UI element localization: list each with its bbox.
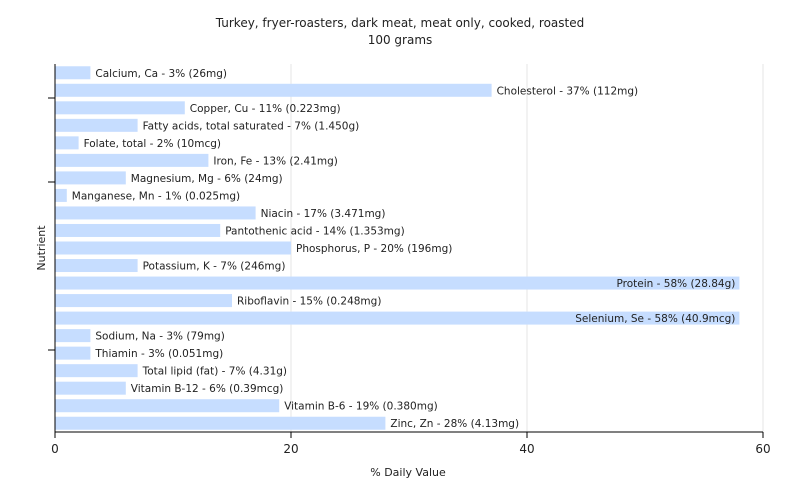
bar-label: Vitamin B-6 - 19% (0.380mg) (284, 401, 438, 413)
bar-label: Selenium, Se - 58% (40.9mcg) (575, 313, 735, 325)
bar (55, 241, 291, 255)
bar (55, 66, 91, 80)
bar (55, 206, 256, 220)
bar-label: Manganese, Mn - 1% (0.025mg) (72, 190, 240, 202)
bar-label: Niacin - 17% (3.471mg) (261, 208, 386, 220)
bar (55, 416, 386, 430)
bar-label: Copper, Cu - 11% (0.223mg) (190, 103, 341, 115)
axes (48, 64, 763, 433)
bar-label: Cholesterol - 37% (112mg) (497, 85, 639, 97)
bar-label: Protein - 58% (28.84g) (617, 278, 736, 290)
bar (55, 311, 740, 325)
bar (55, 101, 185, 115)
bar (55, 153, 209, 167)
bar-label: Zinc, Zn - 28% (4.13mg) (390, 418, 519, 430)
bar-label: Calcium, Ca - 3% (26mg) (95, 68, 227, 80)
bar-label: Riboflavin - 15% (0.248mg) (237, 296, 381, 308)
bar-label: Pantothenic acid - 14% (1.353mg) (225, 225, 404, 237)
bar-label: Fatty acids, total saturated - 7% (1.450… (143, 120, 360, 132)
bar-label: Total lipid (fat) - 7% (4.31g) (142, 366, 287, 378)
bar (55, 381, 126, 395)
bar-label: Potassium, K - 7% (246mg) (143, 261, 286, 273)
bars: Calcium, Ca - 3% (26mg) Cholesterol - 37%… (55, 66, 740, 430)
bar (55, 364, 138, 378)
bar (55, 188, 67, 202)
x-ticks: 0 20 40 60 (51, 432, 771, 456)
bar (55, 276, 740, 290)
bar (55, 346, 91, 360)
x-tick-label: 0 (51, 442, 59, 456)
bar-label: Sodium, Na - 3% (79mg) (95, 331, 224, 343)
x-tick-label: 20 (283, 442, 298, 456)
bar (55, 118, 138, 132)
bar (55, 223, 221, 237)
bar (55, 294, 232, 308)
bar-label: Phosphorus, P - 20% (196mg) (296, 243, 452, 255)
bar (55, 259, 138, 273)
chart-title: Turkey, fryer-roasters, dark meat, meat … (215, 16, 584, 30)
bar-label: Vitamin B-12 - 6% (0.39mcg) (131, 383, 284, 395)
bar-label: Thiamin - 3% (0.051mg) (94, 348, 223, 360)
x-tick-label: 40 (519, 442, 534, 456)
y-axis-title: Nutrient (35, 225, 48, 271)
bar (55, 329, 91, 343)
chart-subtitle: 100 grams (368, 33, 433, 47)
bar (55, 136, 79, 150)
bar (55, 171, 126, 185)
bar (55, 399, 280, 413)
bar-label: Iron, Fe - 13% (2.41mg) (213, 155, 337, 167)
x-tick-label: 60 (755, 442, 770, 456)
bar-label: Magnesium, Mg - 6% (24mg) (131, 173, 283, 185)
x-axis-title: % Daily Value (370, 466, 446, 479)
bar-label: Folate, total - 2% (10mcg) (84, 138, 221, 150)
bar (55, 83, 492, 97)
